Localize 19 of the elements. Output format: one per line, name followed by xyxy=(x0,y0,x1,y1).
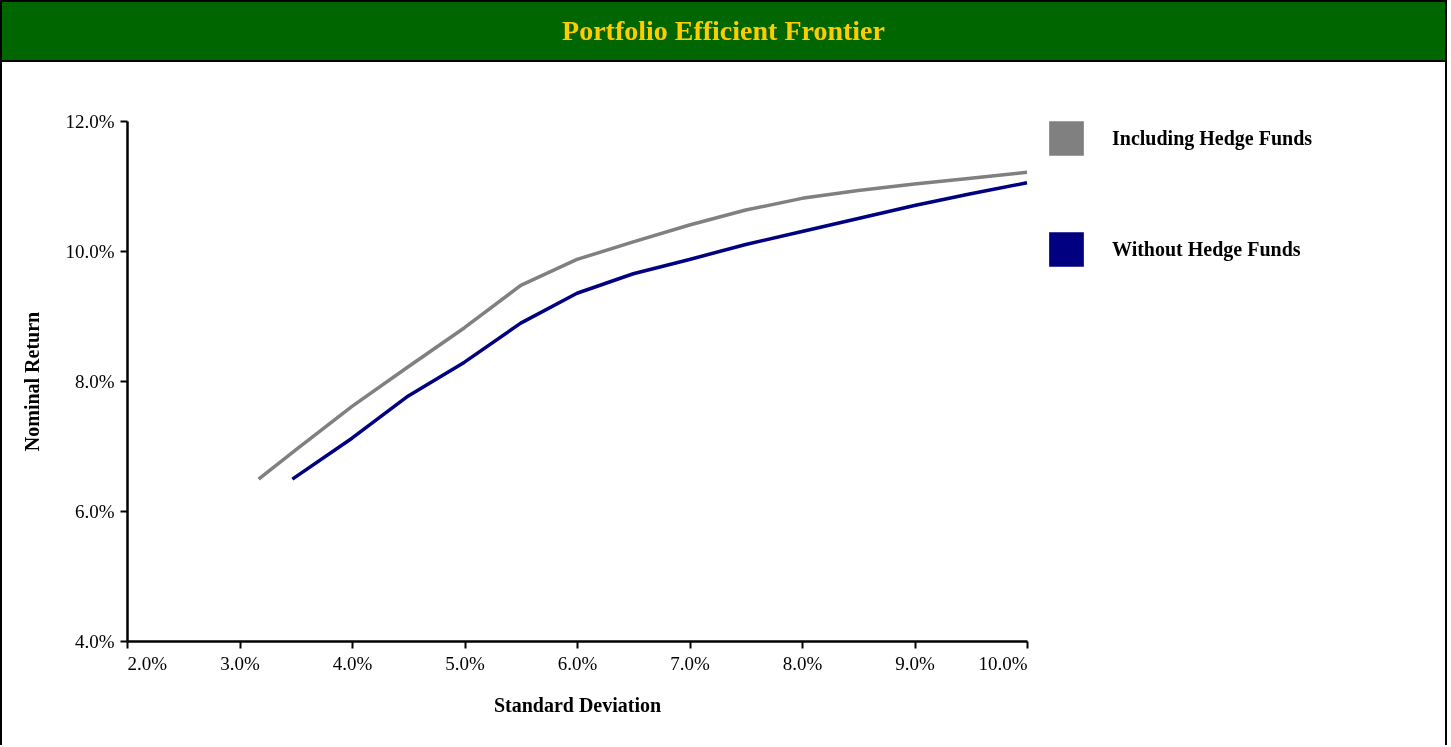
x-tick-label: 5.0% xyxy=(445,652,485,674)
x-tick-label: 2.0% xyxy=(127,652,168,674)
y-tick-label: 4.0% xyxy=(74,630,115,652)
y-tick-label: 8.0% xyxy=(74,370,115,392)
x-axis-title: Standard Deviation xyxy=(493,693,662,716)
x-tick-label: 7.0% xyxy=(670,652,710,674)
x-tick-label: 3.0% xyxy=(220,652,260,674)
legend-label: Including Hedge Funds xyxy=(1112,126,1313,150)
x-tick-label: 8.0% xyxy=(782,652,823,674)
legend-label: Without Hedge Funds xyxy=(1112,237,1301,261)
y-tick-label: 6.0% xyxy=(74,500,115,522)
x-tick-label: 4.0% xyxy=(332,652,373,674)
y-tick-label: 12.0% xyxy=(65,110,115,132)
x-tick-label: 10.0% xyxy=(978,652,1028,674)
chart-title: Portfolio Efficient Frontier xyxy=(2,2,1445,62)
x-tick-label: 9.0% xyxy=(895,652,935,674)
y-tick-label: 10.0% xyxy=(65,240,115,262)
y-axis-title: Nominal Return xyxy=(21,311,44,452)
x-tick-label: 6.0% xyxy=(557,652,598,674)
